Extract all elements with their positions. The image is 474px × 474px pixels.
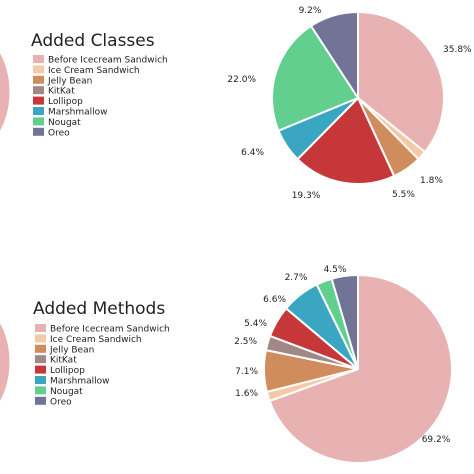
legend-swatch-lollipop — [35, 365, 46, 374]
legend-label-jelly-bean: Jelly Bean — [49, 345, 94, 355]
legend-swatch-oreo — [33, 127, 44, 136]
legend-swatch-marshmallow — [35, 376, 46, 384]
legend-swatch-lollipop — [33, 96, 44, 105]
legend-label-before-icecream-sandwich: Before Icecream Sandwich — [50, 325, 170, 335]
legend-swatch-oreo — [35, 396, 46, 405]
pie-slice-oreo — [330, 273, 359, 370]
legend-swatch-ice-cream-sandwich — [33, 65, 44, 74]
legend-label-kitkat: KitKat — [50, 356, 77, 366]
legend-label-kitkat: KitKat — [48, 87, 75, 97]
legend-swatch-before-icecream-sandwich — [33, 55, 44, 63]
pie-slice-before-icecream-sandwich — [357, 10, 445, 154]
slice-label-before-icecream-sandwich: 35.8% — [443, 45, 472, 55]
added-classes-panel: Added Classes Before Icecream SandwichIce… — [0, 6, 472, 201]
legend-swatch-before-icecream-sandwich — [35, 324, 46, 332]
legend-swatch-kitkat — [35, 355, 46, 364]
legend-label-nougat: Nougat — [50, 387, 83, 397]
pie-slice-before-icecream-sandwich — [268, 273, 453, 464]
slice-label-nougat: 2.7% — [285, 273, 308, 283]
slice-label-lollipop: 5.4% — [244, 319, 267, 329]
pie — [263, 273, 453, 464]
slice-label-lollipop: 19.3% — [292, 191, 321, 201]
slice-label-marshmallow: 6.6% — [263, 295, 286, 305]
legend-swatch-jelly-bean — [35, 344, 46, 353]
slice-label-ice-cream-sandwich: 1.8% — [420, 176, 443, 186]
pie-slice-oreo — [309, 10, 359, 102]
legend-label-jelly-bean: Jelly Bean — [47, 76, 92, 86]
legend-label-ice-cream-sandwich: Ice Cream Sandwich — [50, 335, 142, 345]
slice-label-nougat: 22.0% — [227, 75, 256, 85]
legend-label-marshmallow: Marshmallow — [48, 108, 108, 118]
slice-label-oreo: 4.5% — [324, 265, 347, 275]
legend-swatch-marshmallow — [33, 107, 44, 115]
legend-swatch-nougat — [33, 117, 44, 126]
slice-label-jelly-bean: 5.5% — [392, 190, 415, 200]
adjacent-pie-fragment — [0, 321, 11, 403]
slice-label-jelly-bean: 7.1% — [235, 367, 258, 377]
slice-label-oreo: 9.2% — [299, 6, 322, 16]
slice-label-kitkat: 2.5% — [234, 337, 257, 347]
legend-label-before-icecream-sandwich: Before Icecream Sandwich — [48, 56, 168, 66]
legend-label-lollipop: Lollipop — [48, 97, 83, 107]
chart-title: Added Methods — [33, 299, 165, 319]
legend-label-lollipop: Lollipop — [50, 366, 85, 376]
adjacent-pie-fragment — [0, 51, 11, 133]
pie-slice-nougat — [271, 24, 360, 132]
slice-label-before-icecream-sandwich: 69.2% — [422, 435, 451, 445]
legend-swatch-ice-cream-sandwich — [35, 334, 46, 343]
pie — [271, 10, 445, 185]
legend-swatch-kitkat — [33, 86, 44, 95]
legend-swatch-jelly-bean — [33, 75, 44, 84]
legend-label-ice-cream-sandwich: Ice Cream Sandwich — [48, 66, 140, 76]
added-methods-panel: Added Methods Before Icecream SandwichIce… — [0, 265, 453, 464]
slice-label-ice-cream-sandwich: 1.6% — [235, 389, 258, 399]
legend-label-nougat: Nougat — [48, 118, 81, 128]
slice-label-marshmallow: 6.4% — [241, 148, 264, 158]
chart-title: Added Classes — [31, 31, 155, 51]
legend-swatch-nougat — [35, 386, 46, 395]
legend-label-oreo: Oreo — [50, 397, 72, 407]
legend-label-oreo: Oreo — [48, 128, 70, 138]
legend-label-marshmallow: Marshmallow — [50, 377, 110, 387]
pie-slice-lollipop — [296, 96, 396, 185]
